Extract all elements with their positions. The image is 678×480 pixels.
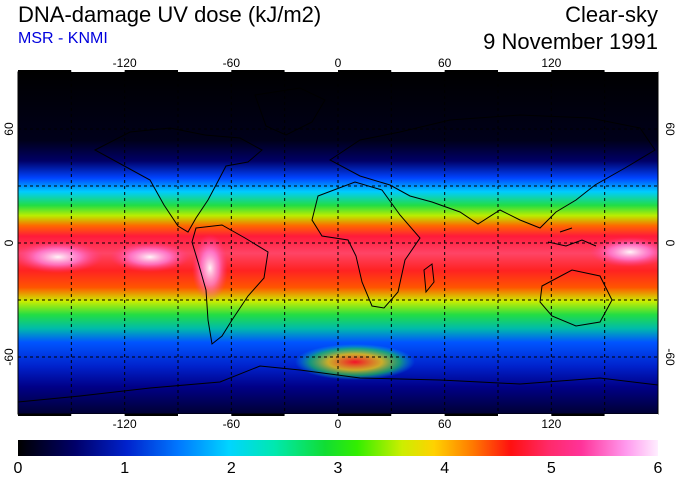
lon-label-bottom: 120 <box>541 417 561 431</box>
lon-label-bottom: 0 <box>335 417 342 431</box>
colorbar-tick-label: 4 <box>440 460 450 477</box>
frame-segment-bottom <box>18 414 72 416</box>
lat-label-left: 60 <box>2 122 16 136</box>
frame-segment-top <box>391 70 445 72</box>
lat-label-left: 0 <box>2 239 16 246</box>
frame-segment-bottom <box>71 414 125 416</box>
frame-segment-top <box>124 70 178 72</box>
coast-greenland <box>254 87 326 136</box>
coast-australia <box>539 269 613 327</box>
frame-segment-bottom <box>551 414 605 416</box>
frame-segment-top <box>18 70 72 72</box>
coast-eurasia <box>329 114 656 229</box>
frame-segment-top <box>231 70 285 72</box>
frame-segment-bottom <box>124 414 178 416</box>
sky-condition: Clear-sky <box>565 2 658 27</box>
frame-segment-top <box>604 70 658 72</box>
map-date: 9 November 1991 <box>483 29 658 54</box>
frame-segment-top <box>444 70 498 72</box>
map-title: DNA-damage UV dose (kJ/m2) <box>18 2 322 27</box>
frame-segment-top <box>338 70 392 72</box>
lon-label-bottom: -60 <box>223 417 241 431</box>
frame-segment-top <box>178 70 232 72</box>
lon-label-top: 60 <box>438 56 452 70</box>
frame-segment-bottom <box>498 414 552 416</box>
frame-segment-bottom <box>178 414 232 416</box>
frame-ticks <box>18 70 658 416</box>
map-source: MSR - KNMI <box>18 30 108 47</box>
lon-label-top: 120 <box>541 56 561 70</box>
colorbar-tick-label: 2 <box>226 460 236 477</box>
colorbar-tick-label: 6 <box>653 460 663 477</box>
frame-segment-top <box>498 70 552 72</box>
lat-label-left: -60 <box>2 348 16 366</box>
lat-label-right: -60 <box>663 348 677 366</box>
lon-label-bottom: -120 <box>113 417 137 431</box>
coast-madagascar <box>423 263 435 294</box>
lon-label-bottom: 60 <box>438 417 452 431</box>
colorbar-tick-label: 5 <box>546 460 556 477</box>
lon-label-top: -60 <box>223 56 241 70</box>
lat-label-right: 0 <box>663 240 677 247</box>
coast-africa <box>311 181 421 309</box>
uv-maximum-pacific-west <box>18 241 103 273</box>
coast-antarctica <box>18 365 658 403</box>
lon-label-top: 0 <box>335 56 342 70</box>
frame-segment-top <box>71 70 125 72</box>
frame-segment-top <box>551 70 605 72</box>
lon-label-top: -120 <box>113 56 137 70</box>
uv-maximum-pacific <box>110 242 190 272</box>
frame-segment-top <box>284 70 338 72</box>
colorbar-tick-label: 0 <box>13 460 23 477</box>
frame-segment-bottom <box>284 414 338 416</box>
frame-segment-bottom <box>338 414 392 416</box>
uv-maximum-pacific-east <box>590 237 658 267</box>
axis-labels: -120 -120 -60 -60 0 0 60 60 120 120 60 60 0 0 -60 -60 <box>2 56 677 431</box>
frame-segment-bottom <box>391 414 445 416</box>
frame-segment-bottom <box>604 414 658 416</box>
uv-ozone-hole-region <box>295 344 415 380</box>
lat-label-right: 60 <box>663 122 677 136</box>
coast-north-america <box>93 127 263 233</box>
colorbar <box>18 440 658 456</box>
colorbar-tick-label: 1 <box>120 460 130 477</box>
frame-segment-bottom <box>231 414 285 416</box>
uv-dose-map: -120 -120 -60 -60 0 0 60 60 120 120 60 60 0 0 -60 -60 <box>2 56 677 431</box>
uv-maximum-andes <box>192 234 228 302</box>
colorbar-tick-label: 3 <box>333 460 343 477</box>
graticule <box>18 72 658 414</box>
frame-segment-bottom <box>444 414 498 416</box>
coast-south-america <box>191 224 269 345</box>
